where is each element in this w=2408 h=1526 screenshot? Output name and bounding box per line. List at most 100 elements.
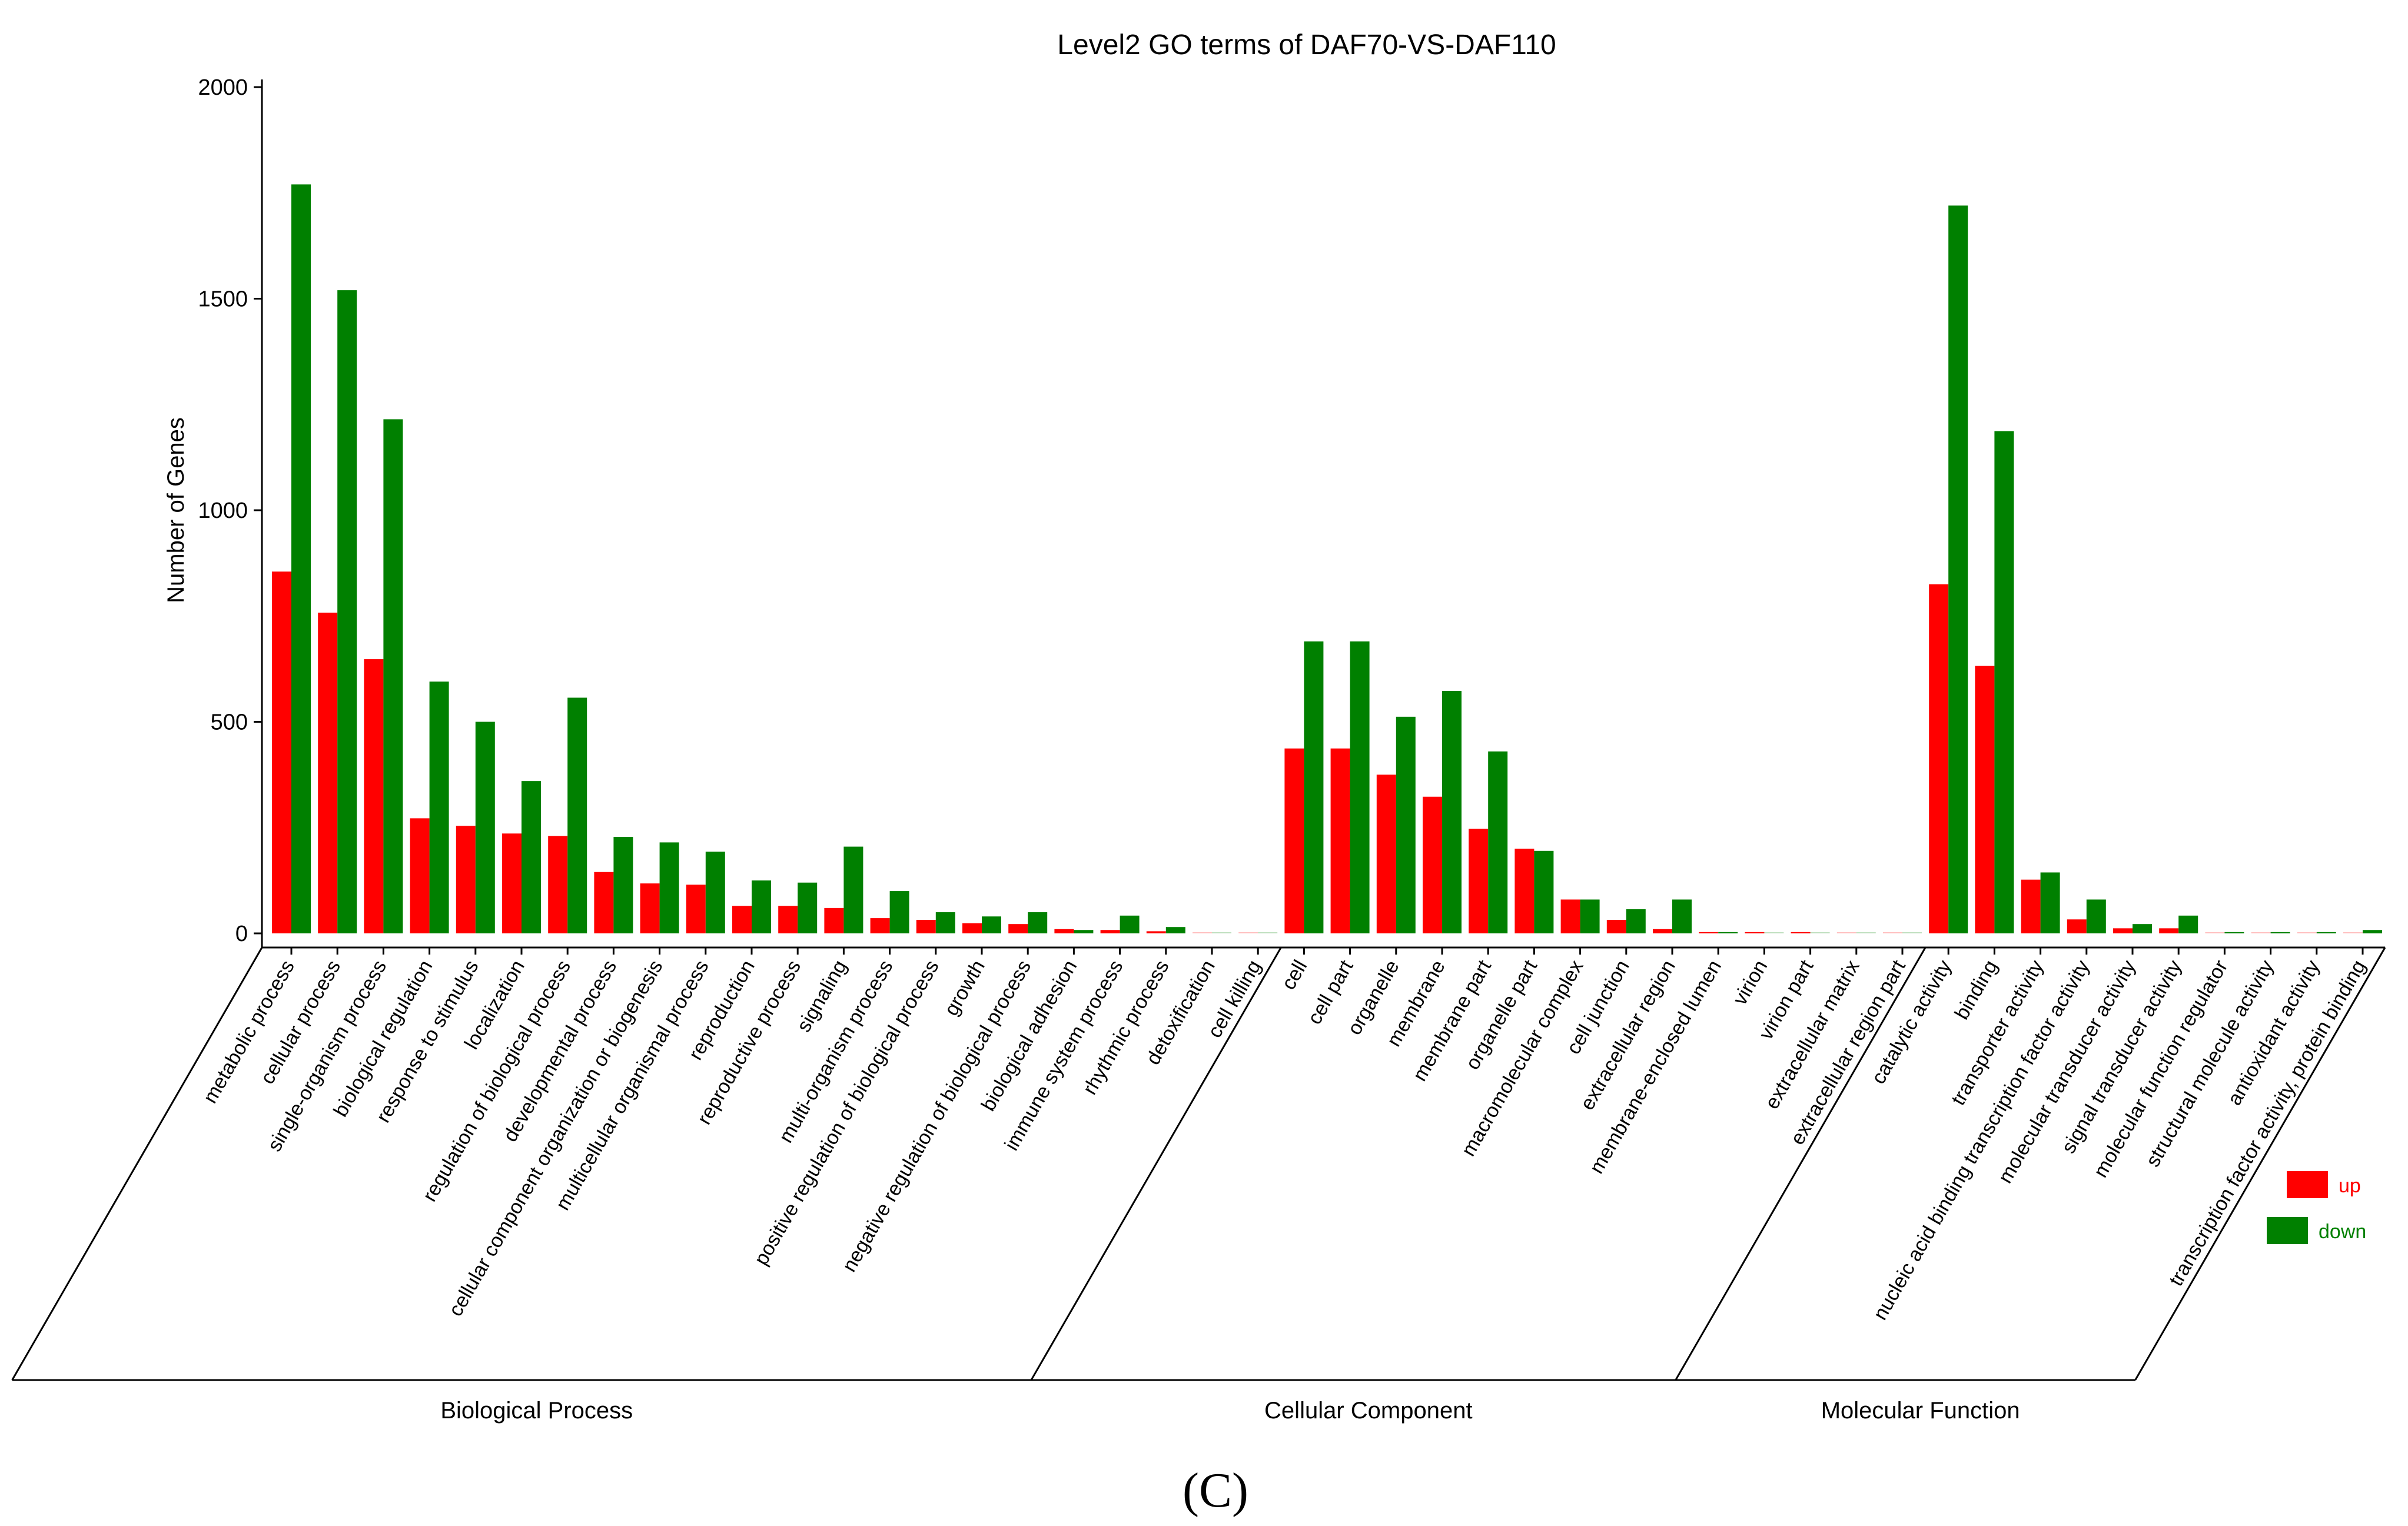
bar-down-biological-regulation [429,681,449,933]
bar-down-single-organism-process [383,419,403,933]
bar-down-reproduction [752,880,771,933]
x-tick-label-growth: growth [940,956,989,1019]
bar-up-negative-regulation-of-biological-process [1008,924,1028,933]
bar-up-cell-junction [1606,919,1626,933]
bar-up-biological-regulation [410,818,430,933]
bar-up-rhythmic-process [1146,931,1166,933]
group-divider [11,947,263,1381]
bar-down-signal-transducer-activity [2178,915,2198,933]
legend: up down [2267,1171,2366,1244]
bar-down-cell-killing [1258,932,1278,933]
bar-down-organelle-part [1534,850,1554,933]
bar-down-binding [1994,431,2014,933]
bar-up-organelle [1376,774,1396,933]
bar-up-signal-transducer-activity [2159,928,2179,933]
bar-up-metabolic-process [272,571,291,933]
bar-down-membrane-part [1488,751,1508,933]
bar-down-regulation-of-biological-process [567,697,587,933]
bar-up-organelle-part [1514,849,1535,933]
bar-down-metabolic-process [291,184,311,933]
bar-up-extracellular-matrix [1836,932,1856,933]
bar-up-cellular-component-organization-or-biogenesis [640,883,660,933]
bar-up-signaling [824,907,844,933]
bars [272,184,2382,933]
bar-down-macromolecular-complex [1580,899,1600,933]
bar-up-multicellular-organismal-process [686,885,706,933]
bar-down-molecular-transducer-activity [2133,924,2152,933]
category-groups: Biological Process Cellular Component Mole… [11,947,2386,1424]
group-divider [1030,947,1282,1381]
bar-down-cellular-component-organization-or-biogenesis [659,842,679,933]
bar-down-immune-system-process [1120,915,1140,933]
bar-down-growth [982,916,1001,933]
bar-down-multi-organism-process [889,891,909,933]
bar-down-biological-adhesion [1074,930,1094,933]
bar-down-cell [1304,641,1324,933]
bar-down-membrane [1442,691,1462,933]
bar-up-membrane [1423,796,1442,933]
bar-up-transporter-activity [2021,879,2041,933]
bar-down-signaling [843,846,863,933]
bar-up-binding [1975,666,1995,933]
x-tick-label-virion: virion [1729,956,1772,1009]
bar-up-reproductive-process [778,906,798,933]
bar-up-detoxification [1193,932,1212,933]
axes [261,79,2385,949]
bar-up-molecular-function-regulator [2205,932,2225,933]
bar-down-cellular-process [337,290,357,933]
bar-up-membrane-part [1469,829,1489,933]
bar-down-extracellular-matrix [1856,932,1876,933]
bar-down-extracellular-region [1672,899,1692,933]
bar-down-detoxification [1212,932,1231,933]
bar-down-molecular-function-regulator [2224,932,2244,933]
bar-down-cell-junction [1626,909,1646,933]
group-divider [2134,947,2386,1381]
bar-up-localization [502,833,522,933]
bar-down-virion [1764,932,1784,933]
bar-down-rhythmic-process [1165,927,1185,933]
y-axis-label: Number of Genes [163,417,189,603]
bar-up-molecular-transducer-activity [2113,928,2133,933]
bar-down-organelle [1396,716,1416,933]
bar-up-macromolecular-complex [1560,899,1580,933]
bar-up-cell [1284,748,1304,933]
y-tick-label: 1000 [198,498,248,523]
bar-up-antioxidant-activity [2297,932,2317,933]
bar-down-nucleic-acid-binding-transcription-factor-activity [2086,899,2106,933]
chart-title: Level2 GO terms of DAF70-VS-DAF110 [1057,29,1556,61]
bar-up-response-to-stimulus [456,826,476,933]
y-tick-label: 2000 [198,75,248,100]
bar-up-biological-adhesion [1054,929,1074,933]
bar-down-transporter-activity [2040,872,2060,933]
bar-down-positive-regulation-of-biological-process [935,912,955,933]
bar-down-extracellular-region-part [1902,932,1922,933]
bar-down-developmental-process [613,837,633,933]
bar-down-response-to-stimulus [475,722,495,933]
group-label-biological-process: Biological Process [440,1398,633,1424]
bar-down-membrane-enclosed-lumen [1718,932,1738,933]
bar-down-reproductive-process [798,882,818,933]
bar-down-multicellular-organismal-process [705,852,725,933]
group-label-molecular-function: Molecular Function [1821,1398,2020,1424]
bar-down-virion-part [1810,932,1830,933]
bar-down-negative-regulation-of-biological-process [1028,912,1048,933]
bar-up-structural-molecule-activity [2251,932,2271,933]
legend-label-up: up [2339,1175,2361,1197]
y-tick-label: 500 [211,710,248,735]
bar-up-cell-part [1330,748,1350,933]
legend-label-down: down [2319,1221,2366,1243]
bar-up-transcription-factor-activity-protein-binding [2343,932,2363,933]
bar-up-cellular-process [318,612,338,933]
legend-swatch-down [2267,1217,2308,1244]
group-divider [1675,947,1927,1381]
bar-up-virion [1745,932,1765,933]
bar-up-single-organism-process [364,659,384,933]
bar-down-transcription-factor-activity-protein-binding [2363,930,2382,933]
bar-up-developmental-process [594,872,614,933]
bar-up-extracellular-region [1653,929,1672,933]
bar-down-antioxidant-activity [2316,932,2336,933]
y-tick-label: 1500 [198,287,248,312]
bar-up-cell-killing [1238,932,1258,933]
